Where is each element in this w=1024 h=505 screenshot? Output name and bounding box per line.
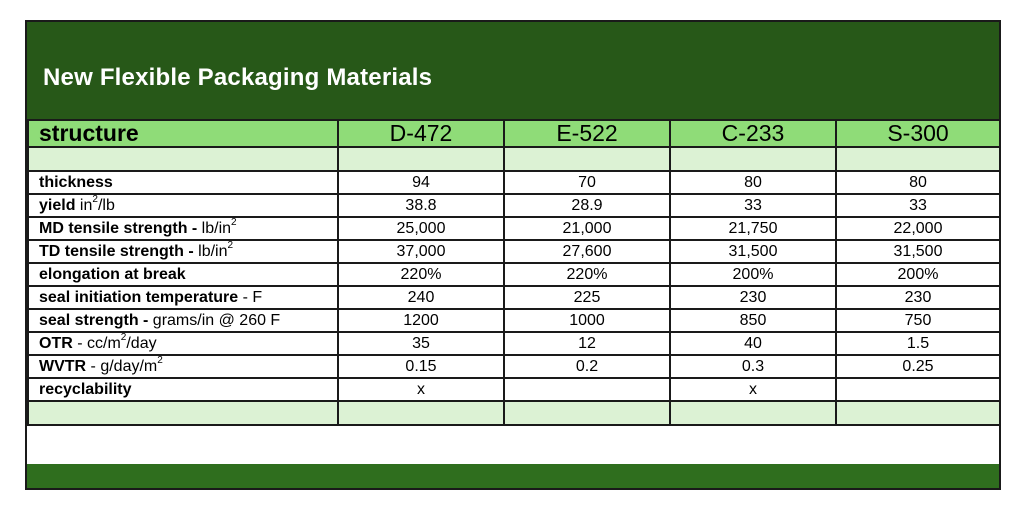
title-banner: New Flexible Packaging Materials [27, 22, 999, 119]
table-cell [835, 377, 1001, 402]
materials-table-frame: New Flexible Packaging Materials structu… [25, 20, 1001, 490]
table-cell: 31,500 [835, 239, 1001, 264]
table-cell: 750 [835, 308, 1001, 333]
table-cell: 240 [337, 285, 505, 310]
table-cell: x [337, 377, 505, 402]
table-cell: 1000 [503, 308, 671, 333]
column-header-c233: C-233 [669, 119, 837, 148]
table-cell: 21,000 [503, 216, 671, 241]
table-row: thickness 94 70 80 80 [27, 170, 1001, 195]
table-cell: 225 [503, 285, 671, 310]
table-row: WVTR - g/day/m2 0.15 0.2 0.3 0.25 [27, 354, 1001, 379]
table-cell: 28.9 [503, 193, 671, 218]
row-label-md-tensile: MD tensile strength - lb/in2 [27, 216, 339, 241]
table-cell: 0.3 [669, 354, 837, 379]
table-cell: 80 [669, 170, 837, 195]
column-header-e522: E-522 [503, 119, 671, 148]
table-cell: 21,750 [669, 216, 837, 241]
table-row: OTR - cc/m2/day 35 12 40 1.5 [27, 331, 1001, 356]
row-label-thickness: thickness [27, 170, 339, 195]
table-cell: 230 [835, 285, 1001, 310]
table-cell: 37,000 [337, 239, 505, 264]
table-cell: 220% [337, 262, 505, 287]
row-label-elongation: elongation at break [27, 262, 339, 287]
table-cell [503, 377, 671, 402]
page-title: New Flexible Packaging Materials [43, 64, 433, 91]
row-label-otr: OTR - cc/m2/day [27, 331, 339, 356]
table-row: recyclability x x [27, 377, 1001, 402]
table-cell: 1.5 [835, 331, 1001, 356]
table-cell: 27,600 [503, 239, 671, 264]
table-cell: 80 [835, 170, 1001, 195]
spacer-row [27, 400, 1001, 426]
table-cell: 70 [503, 170, 671, 195]
table-row: seal strength - grams/in @ 260 F 1200 10… [27, 308, 1001, 333]
table-row: elongation at break 220% 220% 200% 200% [27, 262, 1001, 287]
column-header-s300: S-300 [835, 119, 1001, 148]
materials-table: structure D-472 E-522 C-233 S-300 thickn… [27, 119, 1001, 426]
table-cell: 12 [503, 331, 671, 356]
row-label-td-tensile: TD tensile strength - lb/in2 [27, 239, 339, 264]
row-label-seal-strength: seal strength - grams/in @ 260 F [27, 308, 339, 333]
table-cell: x [669, 377, 837, 402]
row-label-wvtr: WVTR - g/day/m2 [27, 354, 339, 379]
table-cell: 40 [669, 331, 837, 356]
structure-header: structure [27, 119, 339, 148]
table-cell: 94 [337, 170, 505, 195]
row-label-seal-initiation: seal initiation temperature - F [27, 285, 339, 310]
table-row: MD tensile strength - lb/in2 25,000 21,0… [27, 216, 1001, 241]
table-cell: 22,000 [835, 216, 1001, 241]
footer-band [27, 464, 999, 488]
row-label-recyclability: recyclability [27, 377, 339, 402]
table-cell: 200% [835, 262, 1001, 287]
table-cell: 230 [669, 285, 837, 310]
table-row: seal initiation temperature - F 240 225 … [27, 285, 1001, 310]
table-cell: 33 [669, 193, 837, 218]
table-cell: 200% [669, 262, 837, 287]
table-cell: 38.8 [337, 193, 505, 218]
table-cell: 0.2 [503, 354, 671, 379]
column-header-d472: D-472 [337, 119, 505, 148]
table-cell: 31,500 [669, 239, 837, 264]
spacer-row [27, 146, 1001, 172]
row-label-yield: yield in2/lb [27, 193, 339, 218]
table-row: yield in2/lb 38.8 28.9 33 33 [27, 193, 1001, 218]
table-cell: 33 [835, 193, 1001, 218]
table-cell: 220% [503, 262, 671, 287]
table-cell: 0.15 [337, 354, 505, 379]
table-cell: 0.25 [835, 354, 1001, 379]
table-cell: 35 [337, 331, 505, 356]
table-cell: 25,000 [337, 216, 505, 241]
table-cell: 1200 [337, 308, 505, 333]
table-row: TD tensile strength - lb/in2 37,000 27,6… [27, 239, 1001, 264]
header-row: structure D-472 E-522 C-233 S-300 [27, 119, 1001, 148]
table-cell: 850 [669, 308, 837, 333]
